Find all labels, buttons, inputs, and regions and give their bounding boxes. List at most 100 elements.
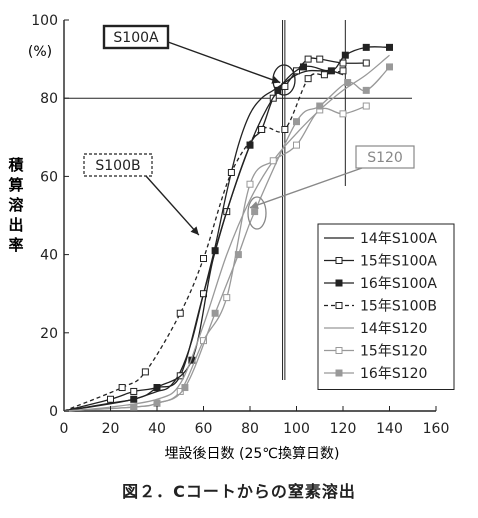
- y-axis-label: 積算溶出率: [7, 156, 24, 254]
- data-point: [320, 71, 328, 79]
- series-7: [63, 63, 393, 412]
- annotation-s100a: S100A: [102, 24, 296, 96]
- series-line: [63, 54, 390, 412]
- legend: 14年S100A 15年S100A 16年S100A 15年S100B 14年S120 1…: [317, 223, 455, 390]
- data-point: [316, 55, 324, 63]
- series-4: [63, 67, 347, 412]
- legend-label: 16年S120: [360, 366, 427, 382]
- annotation-arrow: [249, 167, 363, 209]
- legend-entry: 14年S100A: [324, 231, 437, 247]
- legend-swatch-marker: [335, 347, 343, 354]
- y-axis-label-char: 率: [8, 236, 23, 254]
- data-point: [304, 75, 312, 83]
- data-point: [234, 251, 242, 259]
- legend-entry: 16年S120: [324, 366, 427, 382]
- data-point: [130, 403, 138, 411]
- data-point: [362, 43, 370, 51]
- y-tick-label: 40: [40, 248, 58, 264]
- legend-label: 15年S100B: [360, 299, 437, 315]
- x-tick-label: 80: [241, 421, 259, 437]
- annotation-ellipse: [247, 196, 267, 230]
- legend-entry: 15年S120: [324, 344, 427, 360]
- x-tick-label: 160: [423, 421, 450, 437]
- data-point: [153, 399, 161, 407]
- data-point: [341, 51, 349, 59]
- legend-entry: 16年S100A: [324, 276, 437, 292]
- data-point: [141, 368, 149, 376]
- annotation-box: [83, 153, 153, 177]
- x-axis-label: 埋設後日数 (25℃換算日数): [165, 446, 340, 462]
- annotation-layer: S100A S100B S120: [83, 24, 415, 236]
- series-3: [63, 43, 393, 412]
- annotation-ellipse: [272, 64, 296, 96]
- annotation-label: S100A: [113, 30, 159, 46]
- data-point: [107, 395, 114, 403]
- legend-swatch-marker: [335, 302, 343, 309]
- data-point: [153, 384, 161, 392]
- legend-label: 14年S100A: [360, 231, 437, 247]
- y-tick-label: 0: [49, 404, 58, 420]
- data-point: [281, 82, 289, 90]
- data-point: [211, 247, 219, 255]
- series-line: [63, 69, 344, 412]
- y-tick-label: 80: [40, 91, 58, 107]
- x-tick-label: 20: [102, 421, 120, 437]
- reference-lines: [64, 20, 412, 380]
- data-point: [344, 79, 352, 87]
- y-axis-label-char: 出: [8, 216, 23, 234]
- series-5: [63, 54, 390, 412]
- annotation-label: S100B: [95, 158, 140, 174]
- data-point: [299, 63, 307, 71]
- data-point: [293, 118, 300, 126]
- data-point: [362, 86, 370, 94]
- series-layer: [63, 43, 393, 412]
- data-point: [223, 294, 231, 302]
- annotation-arrowhead: [190, 226, 199, 236]
- data-point: [130, 395, 138, 403]
- x-tick-label: 0: [60, 421, 69, 437]
- legend-swatch-marker: [335, 257, 343, 264]
- y-tick-label: 20: [40, 326, 58, 342]
- annotation-arrow: [167, 41, 281, 84]
- figure-caption: 図２．Cコートからの窒素溶出: [122, 482, 356, 501]
- legend-entry: 15年S100A: [324, 254, 437, 270]
- data-point: [176, 309, 184, 317]
- data-point: [176, 387, 184, 395]
- data-point: [258, 125, 266, 133]
- data-point: [269, 157, 277, 165]
- x-tick-label: 100: [283, 421, 310, 437]
- data-point: [118, 384, 126, 392]
- legend-label: 14年S120: [360, 321, 427, 337]
- annotation-s120: S120: [247, 145, 415, 230]
- data-point: [246, 180, 254, 188]
- data-point: [251, 208, 259, 216]
- data-point: [130, 387, 138, 395]
- data-point: [246, 141, 254, 149]
- data-point: [386, 63, 393, 71]
- data-point: [386, 43, 393, 51]
- data-point: [339, 67, 347, 75]
- annotation-arrow: [145, 175, 200, 236]
- y-tick-label: 100: [31, 13, 58, 29]
- tick-layer: 0 20 40 60 80 100 120 140 160 0 20 40 60 80 100: [31, 13, 449, 437]
- x-tick-label: 120: [330, 421, 357, 437]
- data-point: [316, 102, 324, 110]
- data-point: [362, 59, 370, 67]
- legend-swatch-marker: [335, 369, 343, 377]
- series-1: [63, 69, 344, 412]
- x-tick-label: 140: [376, 421, 403, 437]
- data-point: [227, 168, 235, 176]
- data-point: [293, 141, 300, 149]
- annotation-label: S120: [367, 150, 403, 166]
- legend-label: 15年S120: [360, 344, 427, 360]
- annotation-arrowhead: [250, 201, 259, 209]
- y-tick-label: 60: [40, 169, 58, 185]
- x-tick-label: 60: [195, 421, 213, 437]
- y-axis-label-char: 溶: [8, 196, 23, 214]
- data-point: [304, 55, 312, 63]
- x-tick-label: 40: [148, 421, 166, 437]
- y-axis-label-char: 算: [8, 176, 23, 194]
- annotation-box: [102, 24, 170, 50]
- annotation-s100b: S100B: [83, 153, 200, 236]
